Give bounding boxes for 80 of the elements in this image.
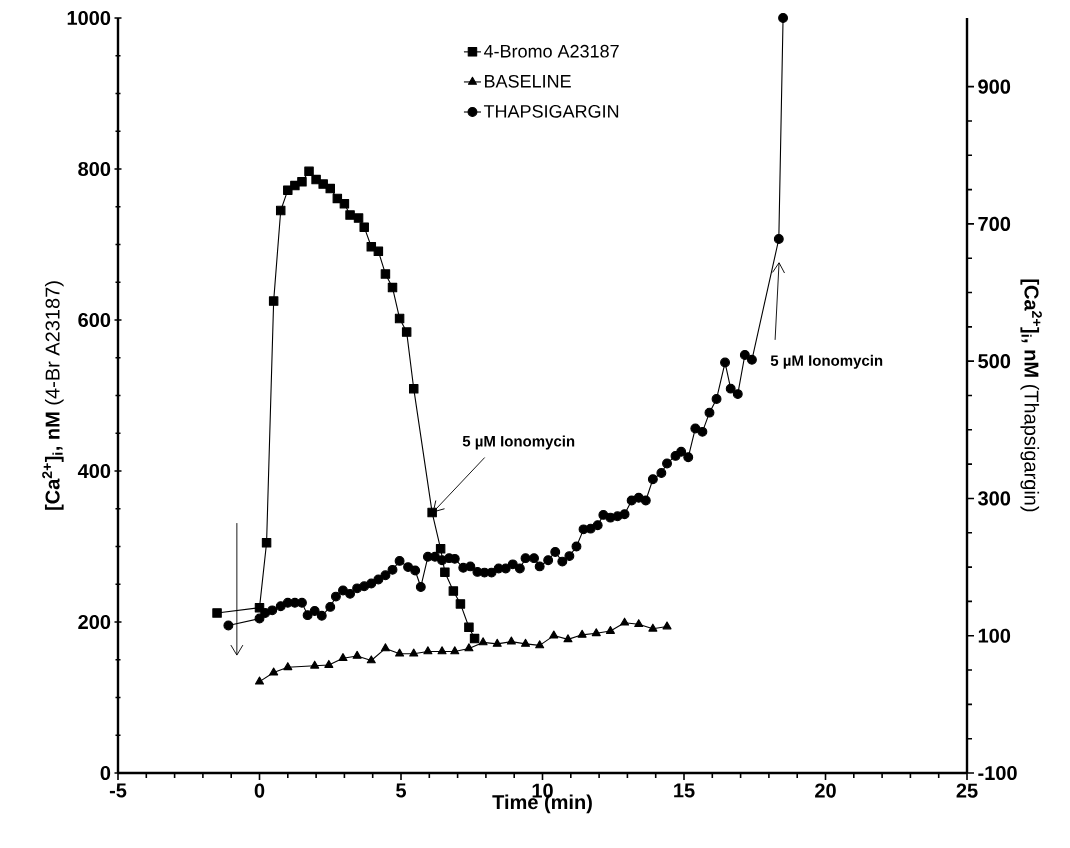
point <box>563 634 573 643</box>
point <box>469 633 480 644</box>
y-tick-label: 400 <box>77 463 111 479</box>
point <box>325 183 335 194</box>
point <box>366 655 376 664</box>
point <box>448 586 459 596</box>
point <box>464 643 474 652</box>
point <box>520 638 531 647</box>
point <box>338 653 348 662</box>
point <box>345 210 355 220</box>
y-tick-label: 200 <box>78 614 111 630</box>
y-tick-label: 0 <box>100 765 111 781</box>
point <box>297 177 307 187</box>
legend-label: 4-Bromo A23187 <box>483 44 619 58</box>
point <box>359 222 369 232</box>
point <box>478 637 488 646</box>
point <box>423 646 433 655</box>
point <box>373 246 384 257</box>
point <box>437 646 447 655</box>
text: [Ca$^{2+}$]$_{i}$, nM (4-Br A23187) <box>42 281 64 510</box>
point <box>408 383 419 394</box>
legend-label: THAPSIGARGIN <box>483 104 619 118</box>
y-tick-label: 600 <box>78 312 111 328</box>
point <box>283 662 293 671</box>
y2-tick-label: 900 <box>978 79 1011 94</box>
point <box>427 507 437 518</box>
point <box>506 636 516 645</box>
point <box>634 619 644 628</box>
point <box>310 660 320 669</box>
point <box>380 269 391 279</box>
x-tick-label: 0 <box>254 783 265 798</box>
point <box>605 625 615 634</box>
point <box>283 185 293 195</box>
point <box>380 643 390 652</box>
y-tick-label: 800 <box>78 161 111 177</box>
y-tick-label: 1000 <box>67 10 111 26</box>
point <box>304 166 314 177</box>
annotation: 5 µM Ionomycin <box>462 435 575 450</box>
point <box>464 622 474 633</box>
point <box>353 213 364 223</box>
y2-tick-label: -100 <box>978 765 1017 781</box>
point <box>591 628 601 637</box>
point <box>268 296 279 306</box>
point <box>455 599 466 609</box>
point <box>332 193 343 204</box>
point <box>450 646 460 655</box>
point <box>401 327 412 337</box>
y2-tick-label: 100 <box>978 628 1011 643</box>
point <box>269 667 279 676</box>
point <box>577 629 587 638</box>
x-tick-label: 20 <box>815 783 836 798</box>
point <box>275 205 286 216</box>
y2-tick-label: 500 <box>978 354 1011 369</box>
y2-tick-label: 700 <box>978 216 1011 231</box>
y2-tick-label: 300 <box>978 491 1011 506</box>
point <box>409 648 419 657</box>
point <box>492 638 502 647</box>
point <box>435 544 446 554</box>
point <box>212 608 222 618</box>
point <box>395 648 405 657</box>
x-tick-label: -5 <box>109 783 127 798</box>
point <box>254 676 265 685</box>
point <box>352 650 362 659</box>
point <box>324 659 334 668</box>
point <box>261 537 272 548</box>
point <box>535 640 545 649</box>
point <box>440 567 450 577</box>
point <box>339 198 350 209</box>
point <box>549 630 559 639</box>
x-tick-label: 15 <box>674 783 695 798</box>
point <box>387 282 398 293</box>
point <box>620 617 630 626</box>
x-tick-label: 5 <box>396 783 407 798</box>
text: [Ca$^{2+}$]$_{i}$, nM (Thapsigargin) <box>1020 279 1042 512</box>
x-tick-label: 25 <box>956 783 978 798</box>
point <box>662 621 672 630</box>
point <box>394 313 405 324</box>
legend-label: BASELINE <box>485 74 571 88</box>
annotation: 5 µM Ionomycin <box>770 354 883 369</box>
point <box>648 623 658 632</box>
